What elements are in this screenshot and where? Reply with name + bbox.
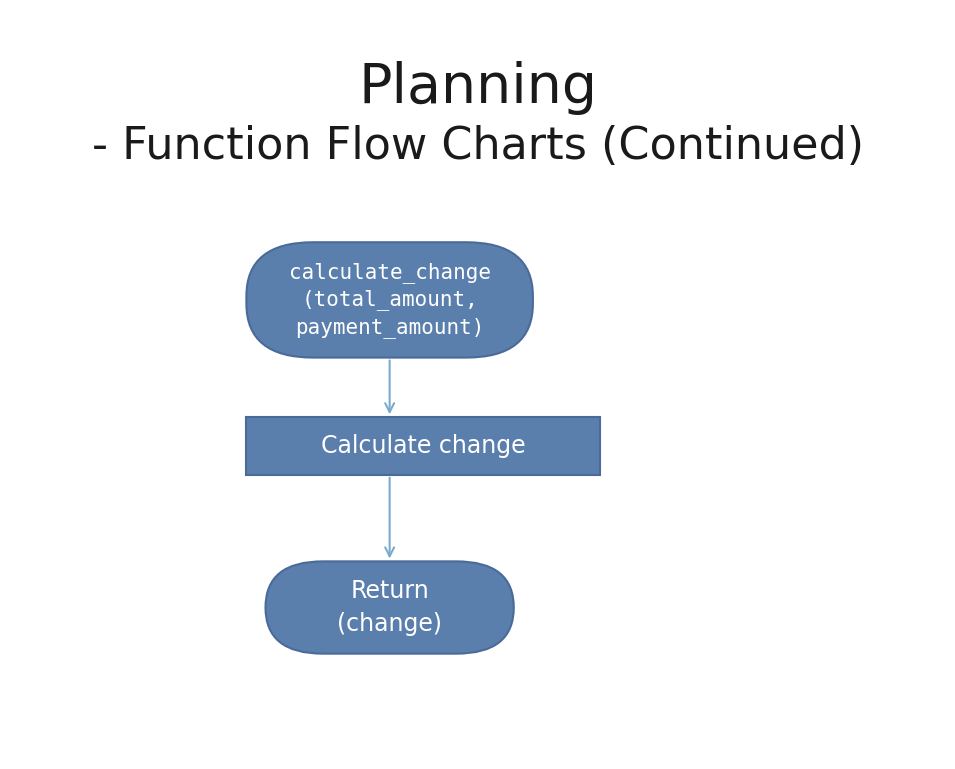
Text: Calculate change: Calculate change	[321, 434, 525, 458]
Text: - Function Flow Charts (Continued): - Function Flow Charts (Continued)	[92, 125, 863, 168]
Text: calculate_change
(total_amount,
payment_amount): calculate_change (total_amount, payment_…	[288, 262, 491, 338]
Text: Planning: Planning	[358, 62, 597, 115]
Text: Return
(change): Return (change)	[337, 579, 442, 636]
FancyBboxPatch shape	[246, 417, 600, 474]
FancyBboxPatch shape	[246, 242, 533, 358]
FancyBboxPatch shape	[265, 561, 514, 654]
